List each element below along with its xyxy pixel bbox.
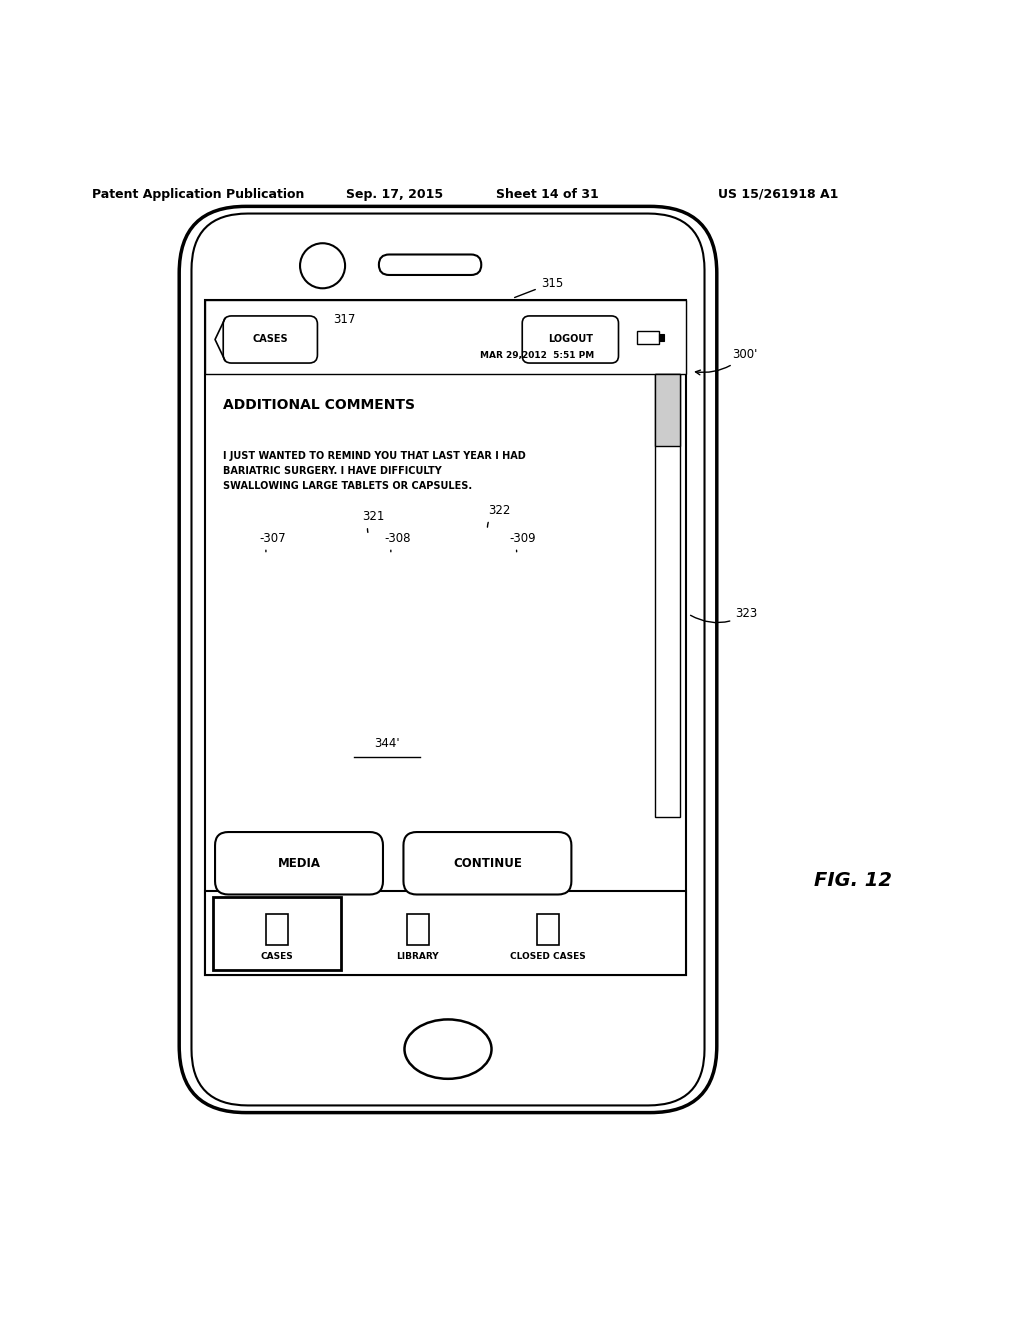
Bar (655, 375, 680, 817)
Text: FIG. 12: FIG. 12 (814, 871, 892, 890)
FancyBboxPatch shape (403, 832, 571, 895)
FancyBboxPatch shape (522, 315, 618, 363)
Text: -309: -309 (509, 532, 536, 552)
Text: 317: 317 (333, 313, 355, 326)
Bar (659, 334, 664, 341)
Text: CONTINUE: CONTINUE (453, 857, 522, 870)
Text: 344': 344' (374, 738, 400, 751)
Text: I JUST WANTED TO REMIND YOU THAT LAST YEAR I HAD
BARIATRIC SURGERY. I HAVE DIFFI: I JUST WANTED TO REMIND YOU THAT LAST YE… (223, 451, 526, 491)
FancyBboxPatch shape (379, 255, 481, 275)
Bar (205, 300, 686, 975)
Text: CASES: CASES (253, 334, 288, 345)
Text: 300': 300' (695, 348, 758, 375)
Bar (265, 913, 289, 945)
Text: ADDITIONAL COMMENTS: ADDITIONAL COMMENTS (223, 399, 416, 412)
Text: -308: -308 (384, 532, 411, 552)
FancyBboxPatch shape (215, 832, 383, 895)
Text: 323: 323 (690, 607, 758, 623)
Text: MEDIA: MEDIA (278, 857, 321, 870)
Text: -307: -307 (259, 532, 286, 552)
Text: MAR 29,2012  5:51 PM: MAR 29,2012 5:51 PM (480, 351, 595, 360)
Text: Patent Application Publication: Patent Application Publication (92, 187, 304, 201)
Text: 322: 322 (487, 504, 511, 527)
FancyBboxPatch shape (223, 315, 317, 363)
Bar (637, 331, 659, 343)
Text: 321: 321 (362, 510, 385, 532)
Text: 315: 315 (515, 277, 563, 297)
Text: CLOSED CASES: CLOSED CASES (510, 952, 586, 961)
FancyBboxPatch shape (191, 214, 705, 1105)
Text: CASES: CASES (261, 952, 293, 961)
Bar (655, 375, 680, 446)
Bar (213, 896, 341, 970)
Text: LIBRARY: LIBRARY (396, 952, 439, 961)
Bar (205, 300, 686, 375)
Text: LOGOUT: LOGOUT (548, 334, 593, 345)
Circle shape (300, 243, 345, 288)
Bar (537, 913, 559, 945)
Bar (205, 891, 686, 975)
Text: US 15/261918 A1: US 15/261918 A1 (718, 187, 839, 201)
FancyBboxPatch shape (179, 206, 717, 1113)
Text: Sheet 14 of 31: Sheet 14 of 31 (497, 187, 599, 201)
Ellipse shape (404, 1019, 492, 1078)
Text: Sep. 17, 2015: Sep. 17, 2015 (346, 187, 442, 201)
Bar (407, 913, 429, 945)
